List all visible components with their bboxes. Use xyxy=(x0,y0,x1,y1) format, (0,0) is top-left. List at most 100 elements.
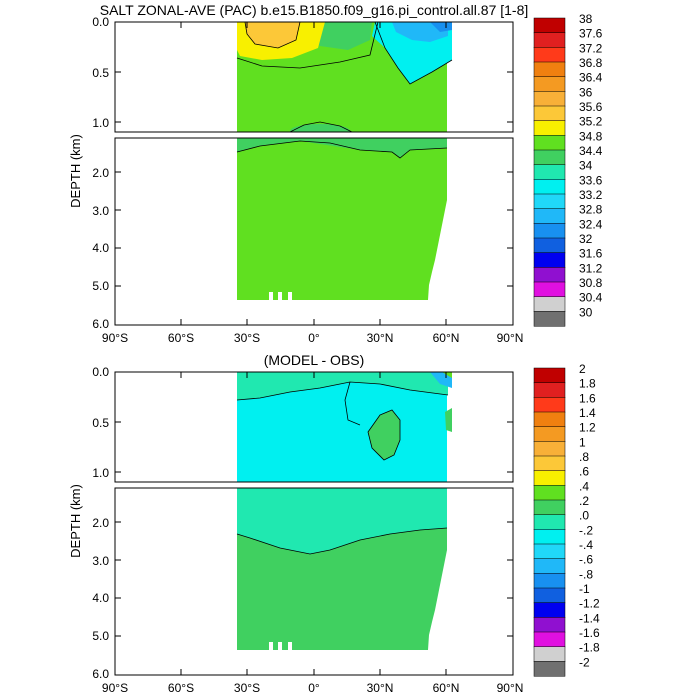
y-axis-label: DEPTH (km) xyxy=(68,134,83,208)
x-tick-label: 30°N xyxy=(367,681,394,695)
colorbar-label: 37.2 xyxy=(579,41,603,55)
field-base xyxy=(237,138,447,325)
x-tick-label: 60°N xyxy=(433,331,460,345)
colorbar-label: 1 xyxy=(579,435,586,449)
y-tick-label: 5.0 xyxy=(92,279,109,293)
colorbar-label: .2 xyxy=(579,494,589,508)
colorbar-swatch xyxy=(533,76,566,92)
seafloor-mask xyxy=(428,488,513,650)
x-tick-label: 60°S xyxy=(168,681,194,695)
colorbar-swatch xyxy=(533,382,566,398)
y-axis-label: DEPTH (km) xyxy=(68,484,83,558)
colorbar-swatch xyxy=(533,237,566,254)
y-tick-label: 0.5 xyxy=(92,66,109,80)
x-tick-label: 30°S xyxy=(234,681,260,695)
colorbar-label: 30 xyxy=(579,305,593,319)
colorbar-swatch xyxy=(533,631,566,648)
colorbar-label: 1.4 xyxy=(579,406,596,420)
colorbar-swatch xyxy=(533,587,566,604)
colorbar-label: -.4 xyxy=(579,538,593,552)
y-tick-label: 5.0 xyxy=(92,629,109,643)
colorbar-swatch xyxy=(533,426,566,442)
y-tick-label: 2.0 xyxy=(92,166,109,180)
colorbar-swatch xyxy=(533,455,566,472)
negative-band xyxy=(237,488,447,554)
colorbar-label: 34.4 xyxy=(579,144,603,158)
colorbar-swatch xyxy=(533,499,566,516)
colorbar-label: 36.8 xyxy=(579,56,603,70)
colorbar-label: -.8 xyxy=(579,567,593,581)
colorbar-swatch xyxy=(533,105,566,122)
y-tick-label: 6.0 xyxy=(92,317,109,331)
right-edge-anomaly xyxy=(445,408,452,432)
y-tick-label: 2.0 xyxy=(92,516,109,530)
colorbar-swatch xyxy=(533,441,566,457)
x-tick-label: 30°S xyxy=(234,331,260,345)
colorbar-swatch xyxy=(533,514,566,530)
colorbar-swatch xyxy=(533,602,566,618)
colorbar-swatch xyxy=(533,179,566,195)
surface-edge-warm xyxy=(442,372,452,378)
x-tick-label: 90°N xyxy=(497,681,524,695)
x-tick-label: 90°S xyxy=(102,331,128,345)
colorbar-label: 37.6 xyxy=(579,27,603,41)
x-tick-label: 0° xyxy=(308,681,320,695)
colorbar-label: .0 xyxy=(579,509,589,523)
seafloor-mask xyxy=(428,138,513,300)
ridge-gap xyxy=(269,292,273,301)
colorbar-label: 1.2 xyxy=(579,421,596,435)
colorbar-label: .4 xyxy=(579,479,589,493)
colorbar-label: -1 xyxy=(579,582,590,596)
colorbar-swatch xyxy=(533,485,566,501)
colorbar-swatch xyxy=(533,367,566,384)
colorbar-label: 31.2 xyxy=(579,261,603,275)
lower-field xyxy=(115,138,513,325)
ridge-gap xyxy=(278,642,282,651)
chart-title: SALT ZONAL-AVE (PAC) b.e15.B1850.f09_g16… xyxy=(100,2,529,18)
colorbar-label: 36.4 xyxy=(579,71,603,85)
deep-mid-patch xyxy=(290,124,350,132)
colorbar-swatch xyxy=(533,661,566,677)
colorbar-swatch xyxy=(533,252,566,268)
lower-field xyxy=(115,488,513,675)
y-tick-label: 0.5 xyxy=(92,416,109,430)
high-salinity-core xyxy=(245,22,300,48)
upper-field xyxy=(236,22,453,132)
y-tick-label: 3.0 xyxy=(92,554,109,568)
colorbar-swatch xyxy=(533,543,566,560)
colorbar-label: 34.8 xyxy=(579,129,603,143)
colorbar: 3837.637.236.836.43635.635.234.834.43433… xyxy=(533,12,603,327)
y-tick-label: 0.0 xyxy=(92,15,109,29)
colorbar-label: 30.8 xyxy=(579,276,603,290)
x-tick-label: 0° xyxy=(308,331,320,345)
y-tick-label: 4.0 xyxy=(92,591,109,605)
ridge-gap xyxy=(278,292,282,301)
colorbar-label: 32.8 xyxy=(579,203,603,217)
y-tick-label: 1.0 xyxy=(92,116,109,130)
ridge-gap xyxy=(269,642,273,651)
colorbar-label: 35.2 xyxy=(579,115,603,129)
colorbar-swatch xyxy=(533,32,566,48)
x-tick-label: 60°S xyxy=(168,331,194,345)
colorbar-swatch xyxy=(533,646,566,662)
colorbar-swatch xyxy=(533,558,566,574)
colorbar-label: 34 xyxy=(579,159,593,173)
y-tick-label: 0.0 xyxy=(92,365,109,379)
colorbar-swatch xyxy=(533,193,566,210)
surface-band xyxy=(237,372,448,400)
salinity-panel: SALT ZONAL-AVE (PAC) b.e15.B1850.f09_g16… xyxy=(68,2,603,345)
upper-field xyxy=(236,372,452,482)
colorbar-label: 32 xyxy=(579,232,593,246)
colorbar-label: -1.2 xyxy=(579,597,600,611)
colorbar-label: 32.4 xyxy=(579,217,603,231)
low-salinity-core xyxy=(392,22,448,42)
ridge-gap xyxy=(288,642,292,651)
colorbar-label: .6 xyxy=(579,465,589,479)
colorbar-swatch xyxy=(533,208,566,224)
colorbar-swatch xyxy=(533,617,566,633)
colorbar-swatch xyxy=(533,296,566,312)
y-tick-label: 4.0 xyxy=(92,241,109,255)
colorbar-swatch xyxy=(533,120,566,136)
positive-anomaly xyxy=(368,410,400,460)
